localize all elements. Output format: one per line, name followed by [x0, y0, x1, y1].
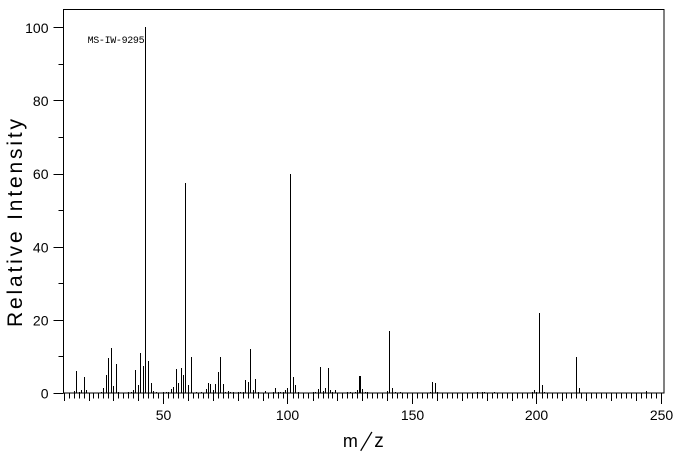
svg-text:z: z [374, 431, 384, 452]
svg-text:80: 80 [33, 93, 49, 109]
svg-text:20: 20 [33, 313, 49, 329]
svg-text:100: 100 [276, 407, 300, 423]
svg-text:0: 0 [41, 386, 49, 402]
svg-text:150: 150 [401, 407, 425, 423]
svg-text:200: 200 [525, 407, 549, 423]
svg-text:m: m [343, 431, 358, 451]
svg-text:MS-IW-9295: MS-IW-9295 [88, 36, 145, 47]
svg-text:50: 50 [156, 407, 172, 423]
svg-text:100: 100 [25, 20, 49, 36]
svg-text:250: 250 [650, 407, 674, 423]
svg-text:60: 60 [33, 166, 49, 182]
svg-text:40: 40 [33, 239, 49, 255]
